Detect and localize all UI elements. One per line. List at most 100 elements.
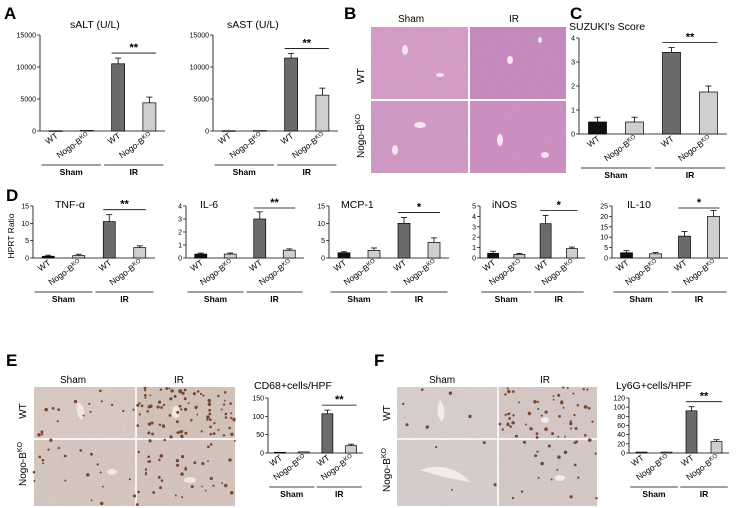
y-tick-label: 0 [205,129,209,136]
stained-cell [540,414,543,417]
stained-cell [544,410,548,414]
bar [253,130,267,132]
stained-cell [183,407,188,412]
stained-cell [47,448,50,451]
stained-cell [209,476,213,481]
bar [41,255,55,259]
y-tick-label: 20 [617,441,625,448]
stained-cell [583,433,587,437]
x-tick-label: Nogo-BKO [198,257,235,287]
he-texture-ko-sham [371,101,468,173]
stained-cell [566,386,569,389]
he-col-ir: IR [509,14,519,25]
x-label-sup: KO [658,453,669,463]
significance-marker: ** [700,391,709,403]
x-tick-label: WT [332,257,349,273]
bar [223,253,237,259]
y-tick-label: 20 [600,214,608,221]
stained-cell [157,400,162,404]
stained-cell [575,440,578,444]
y-tick-label: 3 [472,224,476,231]
y-tick-label: 0 [571,132,575,139]
stained-cell [534,454,538,458]
chart-title-sALT: sALT (U/L) [70,19,120,31]
stained-cell [570,427,573,430]
x-label-sup: KO [626,134,637,144]
he-vessels [392,37,549,158]
x-tick-label: Nogo-BKO [55,130,92,160]
bar [699,91,718,135]
chart-title-il6: IL-6 [200,199,218,211]
stained-cell [501,428,504,431]
group-label: IR [120,294,129,304]
stained-cell [522,440,527,444]
bar [397,222,411,259]
stained-cell [49,438,53,442]
stained-cell [41,458,45,462]
y-tick-label: 1 [571,108,575,115]
stained-cell [230,416,233,420]
stained-cell [537,476,540,479]
x-label-sup: KO [705,258,716,268]
stained-cell [160,406,163,409]
stained-cell [537,408,540,411]
chart-title-inos: iNOS [492,199,517,211]
stained-cell [158,458,161,462]
significance-marker: ** [335,394,344,406]
stained-cell [228,458,232,462]
stained-cell [169,397,173,401]
stained-cell [209,432,213,436]
he-row-wt: WT [356,68,367,84]
stained-cell [174,494,177,497]
stained-cell [195,405,198,408]
stained-cell [223,391,227,394]
y-tick-label: 0 [260,451,264,458]
stained-cell [506,412,510,416]
stained-cell [89,410,92,413]
stained-cell [557,455,561,459]
x-tick-label: Nogo-BKO [46,257,83,287]
x-label-sup: KO [281,258,292,268]
bar [685,410,698,454]
stained-cell [212,432,216,436]
stained-cell [37,433,41,437]
stained-cell [529,427,533,431]
stained-cell [199,392,203,396]
stained-cell [147,431,151,435]
stained-cell [504,413,507,416]
panel-letter-c: C [570,4,582,23]
x-label-sup: KO [222,258,233,268]
stained-cell [63,454,67,458]
stained-cell [562,386,565,389]
stained-cell [184,467,188,471]
y-tick-label: 15 [21,204,29,211]
stained-cell [175,458,180,463]
stained-cell [569,421,573,426]
ly6g-row-ko: Nogo-BKO [381,447,393,492]
stained-cell [207,445,210,449]
stained-cell [207,460,209,463]
stained-cell [149,394,152,397]
x-tick-label: Nogo-BKO [117,130,154,160]
group-label: IR [686,170,695,180]
y-tick-label: 5 [604,245,608,252]
stained-cell [145,471,148,474]
stained-cell [202,394,205,397]
significance-marker: ** [686,32,695,44]
bar [566,248,578,259]
stained-cell [204,489,207,492]
stained-cell [82,414,85,417]
y-tick-label: 150 [252,396,264,403]
y-tick-label: 5000 [20,97,36,104]
stained-cell [64,479,67,482]
stained-cell [51,406,55,410]
stained-cell [425,425,429,429]
stained-cell [207,398,212,403]
stained-cell [146,410,149,413]
stained-cell [132,494,137,498]
x-label-sup: KO [366,258,377,268]
stained-cell [100,501,104,506]
stained-cell [511,496,515,500]
y-tick-label: 10000 [17,65,37,72]
